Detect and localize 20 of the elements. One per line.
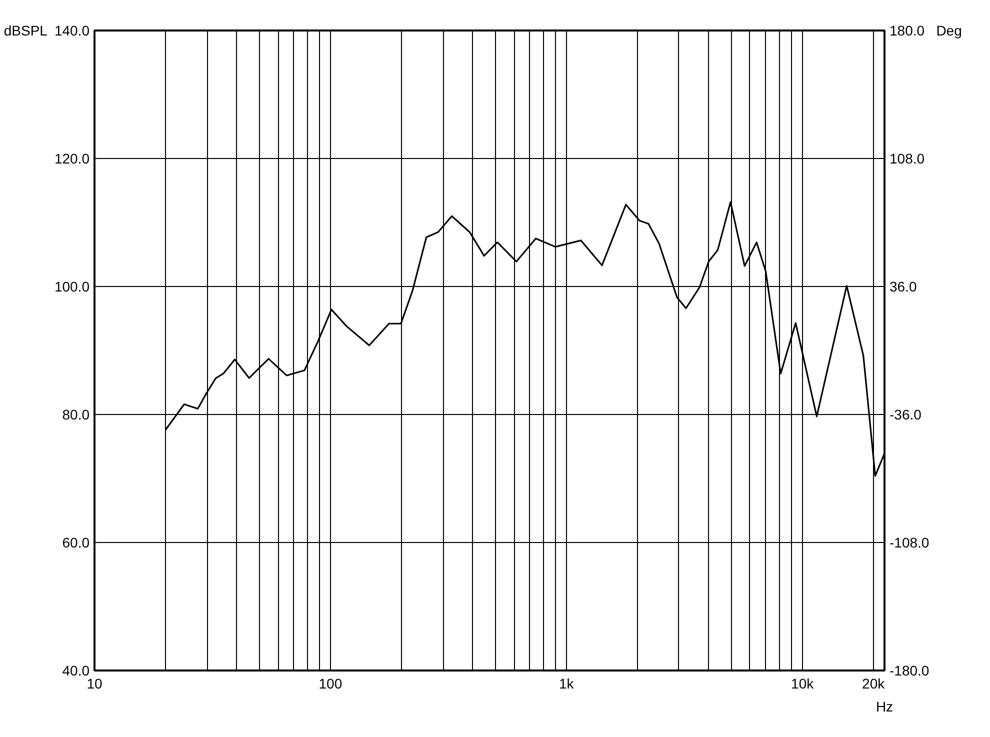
x-tick-label: 20k xyxy=(862,676,886,692)
y-tick-label: 140.0 xyxy=(54,22,90,38)
x-tick-label: 10 xyxy=(86,676,102,692)
y-axis-title: dBSPL xyxy=(4,22,48,38)
y-tick-label: 80.0 xyxy=(62,406,90,422)
y2-tick-label: -180.0 xyxy=(890,662,930,678)
y2-tick-label: 108.0 xyxy=(890,150,925,166)
y2-axis-title: Deg xyxy=(936,22,962,38)
y2-tick-label: -108.0 xyxy=(890,534,930,550)
y-tick-label: 100.0 xyxy=(54,278,90,294)
x-tick-label: 10k xyxy=(791,676,815,692)
x-axis-title: Hz xyxy=(876,698,894,714)
x-tick-label: 1k xyxy=(558,676,575,692)
y-tick-label: 120.0 xyxy=(54,150,90,166)
y2-tick-label: 180.0 xyxy=(890,22,925,38)
y-tick-label: 60.0 xyxy=(62,534,90,550)
x-tick-label: 100 xyxy=(318,676,342,692)
y2-tick-label: 36.0 xyxy=(890,278,917,294)
y-tick-label: 40.0 xyxy=(62,662,90,678)
y2-tick-label: -36.0 xyxy=(890,406,922,422)
